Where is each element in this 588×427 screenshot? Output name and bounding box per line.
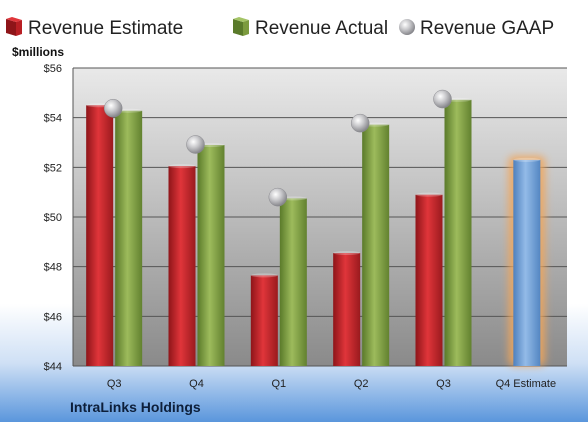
bar-estimate-cap: [168, 164, 196, 169]
legend: Revenue Estimate Revenue Actual Revenue …: [6, 17, 554, 39]
legend-swatch-estimate-top: [6, 17, 22, 22]
y-tick-label: $48: [44, 262, 62, 274]
bar-actual: [444, 99, 472, 366]
gaap-layer: [103, 89, 452, 207]
legend-swatch-actual: [233, 19, 243, 36]
gaap-marker: [186, 135, 205, 154]
x-tick-label: Q2: [354, 378, 369, 390]
legend-label-actual: Revenue Actual: [255, 18, 388, 39]
bar-actual: [279, 198, 307, 366]
bar-layer: [86, 97, 546, 367]
y-tick-label: $46: [44, 311, 62, 323]
legend-item-gaap: Revenue GAAP: [399, 18, 554, 39]
gaap-marker: [268, 187, 288, 207]
legend-swatch-actual-top: [233, 17, 249, 22]
grid-layer: [72, 67, 567, 367]
bar-actual: [362, 124, 390, 367]
bar-estimate: [250, 275, 278, 366]
bar-estimate-cap: [250, 273, 278, 278]
legend-swatch-estimate-side: [16, 20, 22, 36]
gaap-marker: [433, 89, 452, 109]
y-tick-label: $50: [44, 212, 62, 224]
legend-swatch-gaap: [399, 19, 415, 35]
x-tick-label: Q3: [436, 378, 451, 390]
x-tick-label: Q4 Estimate: [496, 378, 557, 390]
legend-swatch-actual-side: [243, 20, 249, 36]
x-tick-label: Q3: [107, 378, 122, 390]
y-tick-label: $56: [44, 63, 62, 75]
y-axis-label: $millions: [12, 45, 64, 59]
legend-label-gaap: Revenue GAAP: [420, 18, 554, 39]
bar-estimate: [415, 194, 443, 366]
bar-forecast-cap: [513, 157, 541, 162]
bar-estimate: [168, 166, 196, 366]
legend-item-estimate: Revenue Estimate: [6, 17, 183, 39]
legend-swatch-estimate: [6, 19, 16, 36]
x-tick-label: Q4: [189, 378, 204, 390]
bar-actual: [197, 144, 225, 366]
bar-estimate-cap: [415, 192, 443, 197]
x-tick-label: Q1: [271, 378, 286, 390]
bar-estimate: [333, 253, 361, 366]
company-footer: IntraLinks Holdings: [70, 399, 201, 415]
bar-forecast: [513, 159, 541, 366]
y-tick-label: $52: [44, 162, 62, 174]
legend-item-actual: Revenue Actual: [233, 17, 388, 39]
tick-layer: $44 $46 $48 $50 $52 $54 $56 Q3 Q4 Q1 Q2 Q3 Q4 Estima…: [44, 63, 556, 390]
bar-estimate: [86, 105, 114, 366]
gaap-marker: [103, 98, 123, 118]
gaap-marker: [350, 113, 370, 133]
y-tick-label: $54: [44, 113, 62, 125]
legend-label-estimate: Revenue Estimate: [28, 18, 183, 39]
y-tick-label: $44: [44, 361, 62, 373]
bar-estimate-cap: [333, 251, 361, 256]
bar-actual: [115, 110, 143, 366]
